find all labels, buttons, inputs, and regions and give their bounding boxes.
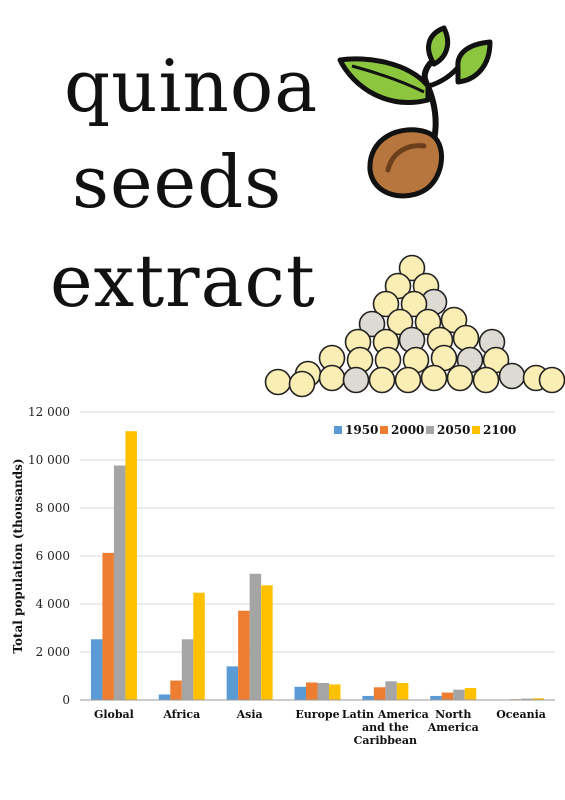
- bar-2100-5: [464, 688, 477, 700]
- x-tick-label: Asia: [236, 708, 263, 721]
- y-tick-label: 8 000: [36, 501, 70, 515]
- quinoa-seed: [498, 362, 526, 390]
- bar-1950-3: [294, 686, 306, 700]
- bar-2100-3: [329, 684, 341, 700]
- bar-2000-3: [306, 682, 318, 700]
- quinoa-seed: [372, 290, 400, 318]
- bar-2050-3: [317, 682, 329, 700]
- chart-bars: [90, 431, 545, 701]
- bar-2000-2: [238, 610, 250, 700]
- sprout-icon: [337, 25, 493, 199]
- y-axis-ticks: 0 2 000 4 000 6 000 8 000 10 000 12 000: [28, 405, 70, 707]
- y-tick-label: 12 000: [28, 405, 70, 419]
- y-tick-label: 10 000: [28, 453, 70, 467]
- quinoa-seed: [368, 366, 396, 394]
- legend-label-2000: 2000: [391, 423, 424, 437]
- quinoa-seed: [472, 366, 500, 394]
- bar-2050-4: [385, 681, 397, 700]
- bar-2000-0: [102, 552, 114, 700]
- quinoa-seed-pile-icon: [264, 254, 565, 398]
- bar-2100-6: [532, 698, 545, 700]
- quinoa-seed: [538, 366, 565, 394]
- x-tick-label: Africa: [162, 708, 200, 721]
- x-tick-label: Caribbean: [354, 734, 417, 747]
- bar-2050-1: [181, 639, 194, 700]
- bar-1950-1: [158, 694, 171, 700]
- quinoa-seed: [394, 366, 422, 394]
- bar-2100-1: [193, 592, 205, 700]
- bar-2050-2: [249, 573, 262, 700]
- bar-2050-0: [113, 465, 126, 700]
- legend-label-2050: 2050: [437, 423, 470, 437]
- bar-2050-6: [521, 698, 533, 700]
- title-line-quinoa: quinoa: [64, 44, 319, 128]
- bar-2100-4: [396, 682, 409, 700]
- quinoa-seed: [420, 364, 448, 392]
- legend-swatch-2000: [380, 426, 388, 434]
- quinoa-seed: [358, 310, 386, 338]
- x-tick-label: North: [435, 708, 471, 721]
- y-tick-label: 0: [62, 693, 70, 707]
- quinoa-seed: [342, 366, 370, 394]
- quinoa-seed: [288, 370, 316, 398]
- legend-label-1950: 1950: [345, 423, 378, 437]
- x-tick-label: Europe: [295, 708, 339, 721]
- x-tick-label: America: [427, 721, 479, 734]
- y-axis-label: Total population (thousands): [11, 458, 25, 653]
- bar-2050-5: [453, 689, 465, 700]
- bar-2000-4: [373, 687, 386, 700]
- y-tick-label: 6 000: [36, 549, 70, 563]
- title-line-seeds: seeds: [72, 140, 283, 224]
- bar-1950-0: [90, 639, 103, 700]
- chart-legend: 1950 2000 2050 2100: [334, 423, 516, 437]
- y-tick-label: 4 000: [36, 597, 70, 611]
- bar-2100-2: [261, 585, 273, 700]
- quinoa-seed: [398, 254, 426, 282]
- legend-swatch-2100: [472, 426, 480, 434]
- quinoa-seed: [400, 290, 428, 318]
- x-tick-label: Oceania: [496, 708, 546, 721]
- quinoa-seed: [318, 364, 346, 392]
- quinoa-seed: [264, 368, 292, 396]
- x-tick-label: Global: [94, 708, 134, 721]
- legend-label-2100: 2100: [483, 423, 516, 437]
- quinoa-seed: [446, 364, 474, 392]
- bar-1950-2: [226, 666, 239, 700]
- bar-1950-4: [362, 695, 374, 700]
- bar-2100-0: [125, 431, 137, 700]
- bar-2000-5: [441, 692, 454, 700]
- y-tick-label: 2 000: [36, 645, 70, 659]
- legend-swatch-1950: [334, 426, 342, 434]
- bar-2000-1: [170, 680, 182, 700]
- population-bar-chart: 0 2 000 4 000 6 000 8 000 10 000 12 000 Global…: [11, 405, 555, 747]
- x-tick-label: Latin America: [342, 708, 429, 721]
- legend-swatch-2050: [426, 426, 434, 434]
- x-tick-label: and the: [362, 721, 409, 734]
- quinoa-seed: [452, 324, 480, 352]
- bar-1950-5: [430, 695, 442, 700]
- title-line-extract: extract: [50, 239, 316, 323]
- chart-gridlines: [80, 411, 555, 653]
